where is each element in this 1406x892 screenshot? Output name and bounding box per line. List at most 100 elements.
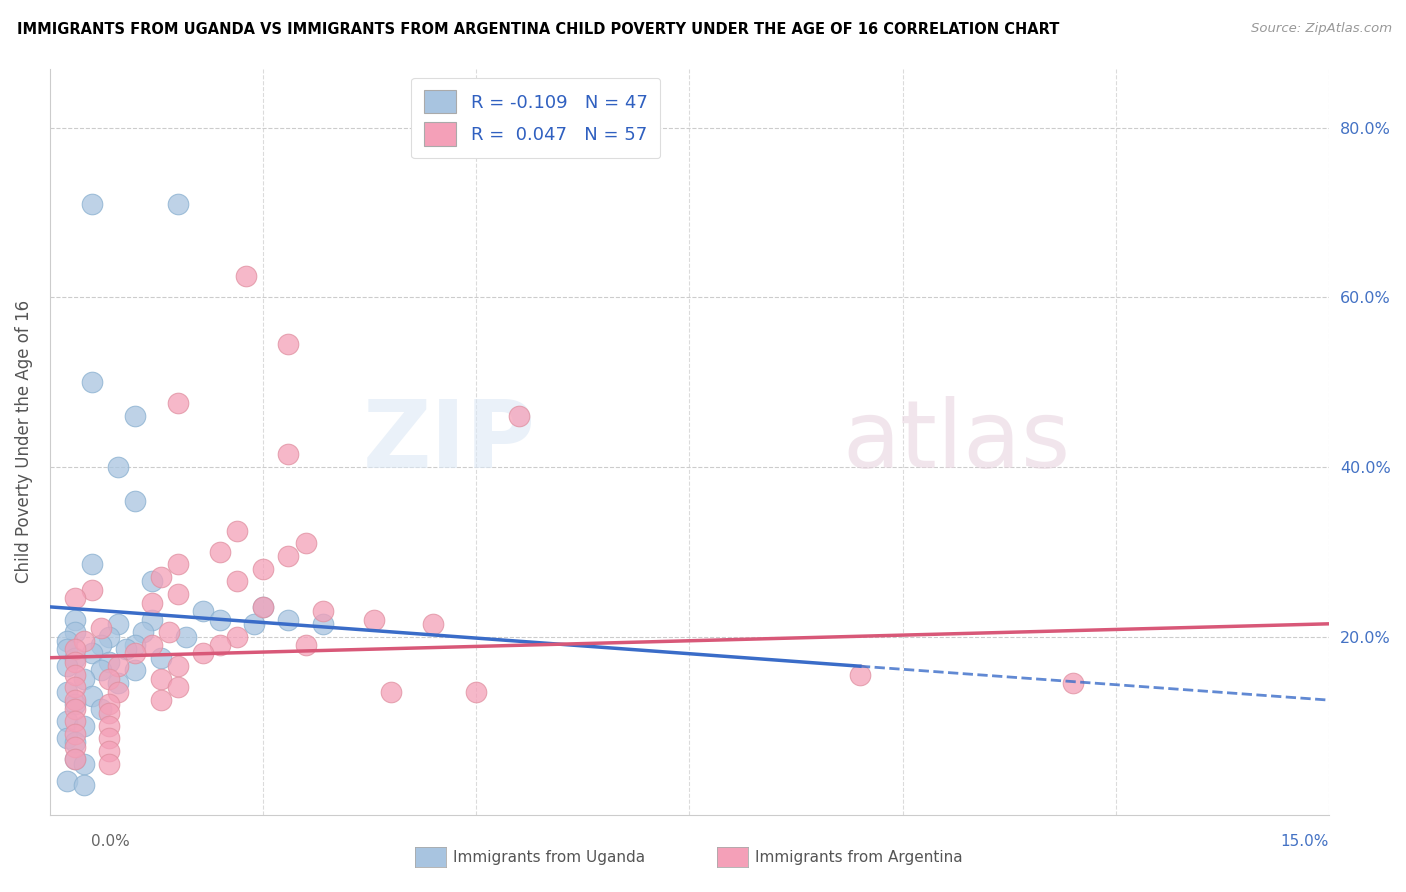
Point <box>166 659 188 673</box>
Point <box>252 599 274 614</box>
Y-axis label: Child Poverty Under the Age of 16: Child Poverty Under the Age of 16 <box>15 300 32 583</box>
Point <box>98 672 121 686</box>
Point <box>73 778 96 792</box>
Point <box>174 630 197 644</box>
Point <box>124 647 146 661</box>
Point <box>294 536 316 550</box>
Point <box>209 613 232 627</box>
Point <box>311 604 333 618</box>
Point <box>209 638 232 652</box>
Point <box>90 621 112 635</box>
Point <box>380 684 402 698</box>
Point <box>166 396 188 410</box>
Point <box>141 596 163 610</box>
Point <box>363 613 385 627</box>
Point <box>132 625 155 640</box>
Point <box>90 638 112 652</box>
Point <box>107 460 129 475</box>
Point <box>90 701 112 715</box>
Point <box>149 672 172 686</box>
Point <box>98 655 121 669</box>
Point <box>73 672 96 686</box>
Point <box>65 752 87 766</box>
Point <box>124 409 146 423</box>
Point <box>98 718 121 732</box>
Point <box>65 739 87 754</box>
Point <box>65 625 87 640</box>
Point <box>82 582 104 597</box>
Point <box>166 197 188 211</box>
Point <box>193 604 215 618</box>
Point <box>107 676 129 690</box>
Point <box>90 664 112 678</box>
Point <box>65 681 87 695</box>
Point <box>107 616 129 631</box>
Point <box>277 613 299 627</box>
Point <box>98 706 121 720</box>
Point <box>124 638 146 652</box>
Point <box>55 659 77 673</box>
Point <box>65 714 87 729</box>
Point <box>107 684 129 698</box>
Point <box>141 574 163 589</box>
Point <box>65 693 87 707</box>
Point <box>849 667 872 681</box>
Point <box>73 718 96 732</box>
Point <box>55 684 77 698</box>
Point <box>166 681 188 695</box>
Point <box>55 731 77 746</box>
Point <box>277 549 299 563</box>
Point <box>65 655 87 669</box>
Point <box>422 616 444 631</box>
Point <box>82 689 104 703</box>
Point <box>277 447 299 461</box>
Point <box>141 638 163 652</box>
Point <box>65 591 87 606</box>
Point <box>124 664 146 678</box>
Point <box>65 735 87 749</box>
Point <box>98 744 121 758</box>
Point <box>277 337 299 351</box>
Point <box>243 616 266 631</box>
Text: ZIP: ZIP <box>363 395 536 488</box>
Point <box>73 633 96 648</box>
Point <box>115 642 138 657</box>
Point <box>82 558 104 572</box>
Point <box>149 570 172 584</box>
Point <box>252 599 274 614</box>
Text: atlas: atlas <box>842 395 1071 488</box>
Point <box>508 409 530 423</box>
Point <box>73 756 96 771</box>
Point <box>141 613 163 627</box>
Point <box>166 558 188 572</box>
Point <box>82 197 104 211</box>
Point <box>235 269 257 284</box>
Point <box>311 616 333 631</box>
Text: Immigrants from Argentina: Immigrants from Argentina <box>755 850 963 864</box>
Point <box>209 545 232 559</box>
Point <box>226 574 249 589</box>
Point <box>55 714 77 729</box>
Point <box>226 630 249 644</box>
Text: 15.0%: 15.0% <box>1281 834 1329 849</box>
Point <box>294 638 316 652</box>
Point <box>124 494 146 508</box>
Point <box>107 659 129 673</box>
Point <box>193 647 215 661</box>
Point <box>65 613 87 627</box>
Point <box>65 698 87 712</box>
Point <box>98 756 121 771</box>
Point <box>98 731 121 746</box>
Point <box>55 642 77 657</box>
Legend: R = -0.109   N = 47, R =  0.047   N = 57: R = -0.109 N = 47, R = 0.047 N = 57 <box>412 78 661 158</box>
Text: IMMIGRANTS FROM UGANDA VS IMMIGRANTS FROM ARGENTINA CHILD POVERTY UNDER THE AGE : IMMIGRANTS FROM UGANDA VS IMMIGRANTS FRO… <box>17 22 1059 37</box>
Point <box>1062 676 1084 690</box>
Point <box>65 701 87 715</box>
Point <box>149 650 172 665</box>
Point <box>465 684 488 698</box>
Point <box>65 650 87 665</box>
Point <box>157 625 180 640</box>
Point <box>65 667 87 681</box>
Point <box>82 375 104 389</box>
Point <box>65 752 87 766</box>
